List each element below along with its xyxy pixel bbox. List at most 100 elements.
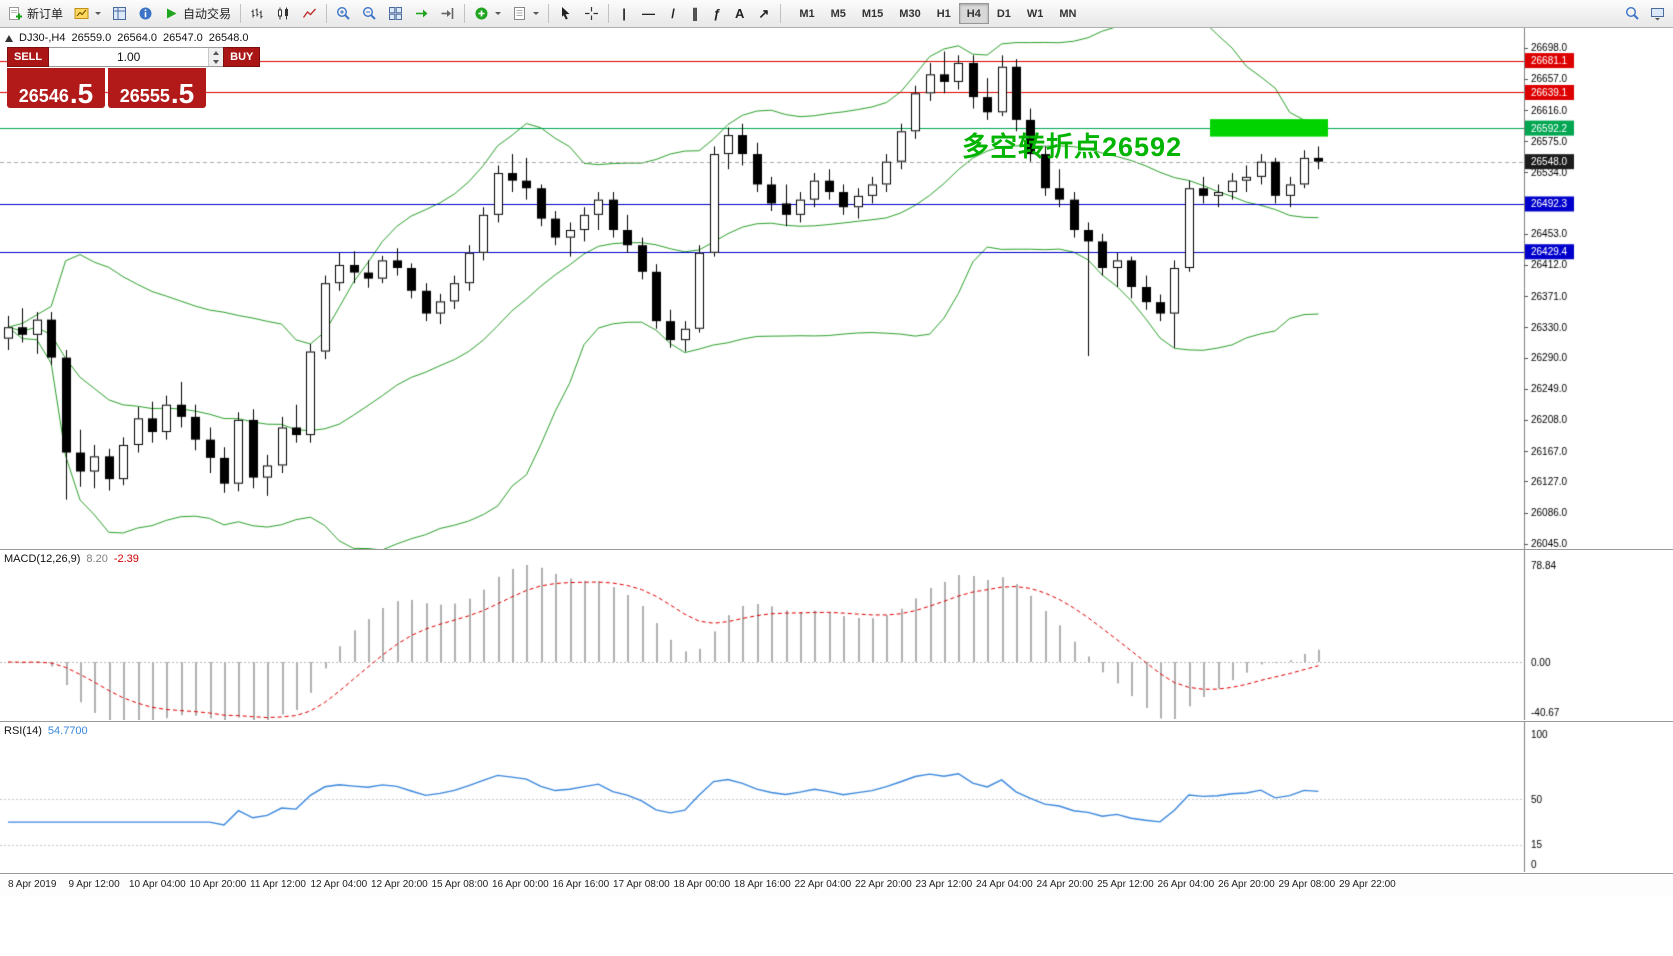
equidistant-channel-tool-button[interactable]: ∥ bbox=[684, 2, 706, 25]
line-chart-button[interactable] bbox=[297, 2, 322, 25]
search-icon bbox=[1625, 6, 1639, 20]
main-toolbar: 新订单 自动交易 bbox=[0, 0, 1673, 28]
toolbar-right-group bbox=[1620, 2, 1670, 25]
macd-pane: MACD(12,26,9) 8.20 -2.39 bbox=[0, 549, 1673, 721]
macd-label: MACD(12,26,9) 8.20 -2.39 bbox=[4, 553, 139, 565]
volume-decrease-button[interactable] bbox=[209, 57, 224, 66]
indicators-icon bbox=[475, 7, 488, 20]
time-axis-label: 18 Apr 00:00 bbox=[673, 879, 731, 890]
rsi-canvas[interactable] bbox=[0, 722, 1673, 872]
collapse-panel-icon[interactable] bbox=[5, 34, 13, 42]
time-axis-label: 8 Apr 2019 bbox=[8, 879, 57, 890]
crosshair-icon bbox=[585, 7, 599, 20]
time-axis-label: 15 Apr 08:00 bbox=[431, 879, 489, 890]
volume-increase-button[interactable] bbox=[209, 48, 224, 57]
time-axis-label: 22 Apr 04:00 bbox=[794, 879, 852, 890]
volume-input[interactable] bbox=[49, 48, 209, 66]
text-tool-button[interactable]: A bbox=[728, 2, 751, 25]
candlestick-chart-icon bbox=[278, 7, 289, 20]
timeframe-d1-button[interactable]: D1 bbox=[989, 3, 1019, 24]
buy-price-pip: .5 bbox=[170, 77, 195, 109]
time-axis-label: 11 Apr 12:00 bbox=[250, 879, 306, 890]
auto-scroll-button[interactable] bbox=[409, 2, 434, 25]
timeframe-m15-button[interactable]: M15 bbox=[854, 3, 891, 24]
window-icon bbox=[1651, 8, 1664, 21]
templates-button[interactable] bbox=[507, 2, 544, 25]
candlestick-chart-button[interactable] bbox=[271, 2, 296, 25]
chart-shift-button[interactable] bbox=[435, 2, 460, 25]
more-tools-button[interactable] bbox=[1645, 2, 1670, 25]
toolbar-separator bbox=[548, 4, 550, 23]
new-order-button[interactable]: 新订单 bbox=[3, 2, 68, 25]
timeframe-w1-button[interactable]: W1 bbox=[1019, 3, 1052, 24]
time-axis-label: 12 Apr 20:00 bbox=[371, 879, 428, 890]
triangle-down-icon bbox=[213, 59, 220, 64]
buy-price-main: 26555 bbox=[119, 86, 170, 106]
time-axis[interactable]: 8 Apr 2019 9 Apr 12:00 10 Apr 04:00 10 Apr … bbox=[0, 873, 1673, 897]
timeframe-m30-button[interactable]: M30 bbox=[891, 3, 928, 24]
time-axis-label: 17 Apr 08:00 bbox=[613, 879, 670, 890]
new-order-label: 新订单 bbox=[27, 7, 64, 21]
rsi-label: RSI(14) 54.7700 bbox=[4, 725, 88, 737]
data-window-button[interactable] bbox=[133, 2, 158, 25]
timeframe-h1-button[interactable]: H1 bbox=[929, 3, 959, 24]
crosshair-button[interactable] bbox=[579, 2, 604, 25]
chart-low-value: 26547.0 bbox=[163, 32, 203, 44]
trendline-tool-button[interactable]: / bbox=[662, 2, 684, 25]
market-watch-button[interactable] bbox=[107, 2, 132, 25]
timeframe-m5-button[interactable]: M5 bbox=[823, 3, 854, 24]
time-axis-label: 9 Apr 12:00 bbox=[68, 879, 120, 890]
time-axis-label: 23 Apr 12:00 bbox=[915, 879, 973, 890]
zoom-out-button[interactable] bbox=[357, 2, 382, 25]
toolbar-separator bbox=[780, 4, 782, 23]
autotrading-button[interactable]: 自动交易 bbox=[159, 2, 236, 25]
cursor-button[interactable] bbox=[553, 2, 578, 25]
new-chart-button[interactable] bbox=[69, 2, 106, 25]
toolbar-separator bbox=[326, 4, 328, 23]
fibonacci-tool-button[interactable]: ƒ bbox=[706, 2, 728, 25]
bars-chart-button[interactable] bbox=[245, 2, 270, 25]
toolbar-separator bbox=[464, 4, 466, 23]
time-axis-label: 18 Apr 16:00 bbox=[734, 879, 791, 890]
chart-shift-icon bbox=[441, 8, 454, 19]
chart-header: DJ30-,H4 26559.0 26564.0 26547.0 26548.0 bbox=[5, 32, 249, 44]
main-chart-canvas[interactable] bbox=[0, 28, 1673, 549]
template-icon bbox=[514, 7, 526, 20]
time-axis-label: 24 Apr 20:00 bbox=[1036, 879, 1094, 890]
buy-price-display[interactable]: 26555.5 bbox=[108, 68, 206, 108]
zoom-in-button[interactable] bbox=[331, 2, 356, 25]
macd-canvas[interactable] bbox=[0, 550, 1673, 720]
draw-tools-group: | — / ∥ ƒ A ↗ bbox=[613, 2, 776, 25]
indicators-button[interactable] bbox=[469, 2, 506, 25]
rsi-pane: RSI(14) 54.7700 bbox=[0, 721, 1673, 873]
auto-scroll-icon bbox=[416, 9, 428, 18]
triangle-up-icon bbox=[213, 50, 220, 55]
rsi-value: 54.7700 bbox=[47, 725, 88, 737]
info-icon bbox=[139, 7, 152, 20]
buy-button[interactable]: BUY bbox=[223, 47, 261, 67]
vertical-line-tool-button[interactable]: | bbox=[613, 2, 635, 25]
time-axis-label: 24 Apr 04:00 bbox=[976, 879, 1033, 890]
horizontal-line-tool-button[interactable]: — bbox=[635, 2, 662, 25]
tile-windows-button[interactable] bbox=[383, 2, 408, 25]
timeframe-group: M1 M5 M15 M30 H1 H4 D1 W1 MN bbox=[791, 3, 1084, 24]
market-watch-icon bbox=[113, 7, 127, 20]
time-axis-label: 26 Apr 04:00 bbox=[1157, 879, 1215, 890]
chart-high-value: 26564.0 bbox=[117, 32, 157, 44]
one-click-trading-panel: SELL BUY 26546.5 26555.5 bbox=[7, 47, 261, 108]
timeframe-h4-button[interactable]: H4 bbox=[958, 3, 989, 24]
new-order-icon bbox=[9, 7, 22, 20]
sell-price-display[interactable]: 26546.5 bbox=[7, 68, 105, 108]
timeframe-m1-button[interactable]: M1 bbox=[791, 3, 822, 24]
time-axis-label: 29 Apr 08:00 bbox=[1278, 879, 1336, 890]
sell-button[interactable]: SELL bbox=[7, 47, 50, 67]
volume-field bbox=[49, 47, 224, 67]
tile-windows-icon bbox=[389, 7, 403, 20]
window-blank-area bbox=[0, 897, 1673, 956]
search-button[interactable] bbox=[1620, 2, 1645, 25]
zoom-out-icon bbox=[363, 6, 376, 20]
cursor-icon bbox=[562, 7, 570, 20]
timeframe-mn-button[interactable]: MN bbox=[1051, 3, 1084, 24]
macd-name: MACD(12,26,9) bbox=[4, 553, 81, 565]
arrows-tool-button[interactable]: ↗ bbox=[751, 2, 776, 25]
